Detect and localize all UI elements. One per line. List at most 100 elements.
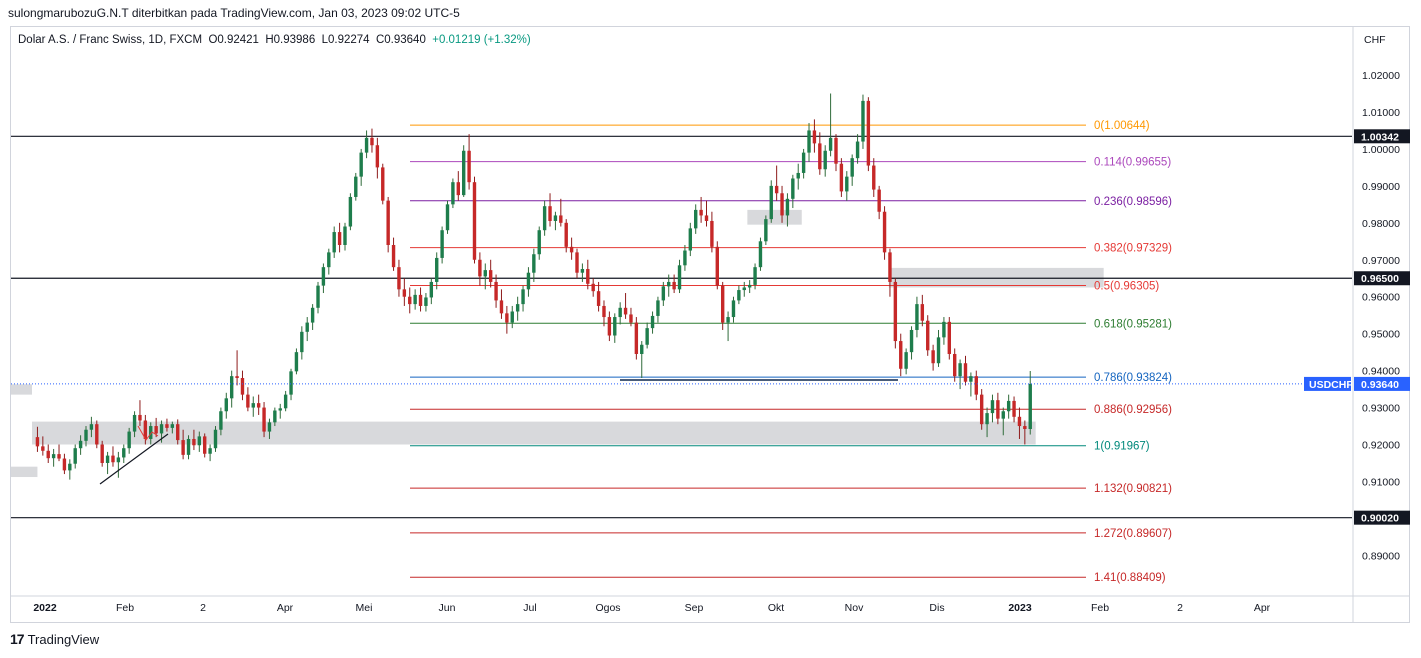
time-tick-label: Feb <box>116 602 134 614</box>
candle-body <box>532 254 536 273</box>
candle-body <box>553 215 558 221</box>
candle-body <box>494 281 498 301</box>
candle-body <box>737 290 741 301</box>
candle-body <box>391 244 396 268</box>
candle-body <box>408 296 412 305</box>
symbol-description: Dolar A.S. / Franc Swiss, 1D, FXCM <box>18 34 203 46</box>
price-level-badge <box>1354 129 1410 144</box>
candle-body <box>731 300 736 318</box>
symbol-badge <box>1304 376 1351 391</box>
candle-body <box>893 281 898 342</box>
time-tick-label: Nov <box>845 602 864 614</box>
candle-body <box>343 226 347 245</box>
candle-body <box>758 241 763 268</box>
candle-body <box>542 206 547 231</box>
candle-body <box>127 431 131 449</box>
candle-body <box>818 143 822 170</box>
candle-body <box>969 376 973 382</box>
fib-level-label: 1.41(0.88409) <box>1094 572 1166 584</box>
candle-body <box>132 414 137 432</box>
candle-body <box>661 286 666 301</box>
footer-brand[interactable]: 17 TradingView <box>10 631 99 647</box>
candle-body <box>402 289 407 297</box>
fib-level-label: 1(0.91967) <box>1094 441 1150 453</box>
candle-body <box>1012 400 1016 417</box>
supply-demand-zone <box>747 209 802 225</box>
candle-body <box>440 230 444 258</box>
candle-body <box>845 176 849 192</box>
candle-body <box>942 321 946 338</box>
candle-body <box>747 284 752 288</box>
candle-body <box>138 414 142 421</box>
candle-body <box>769 185 773 220</box>
candles-group <box>35 93 1032 480</box>
candle-body <box>996 400 1000 419</box>
fib-level-label: 0.5(0.96305) <box>1094 280 1159 292</box>
fib-level-label: 0.114(0.99655) <box>1094 157 1171 169</box>
chart-frame[interactable] <box>10 26 1410 623</box>
candle-body <box>882 211 887 253</box>
candle-body <box>963 363 968 382</box>
price-tick-label: 0.99000 <box>1362 181 1400 193</box>
candle-body <box>73 448 77 464</box>
candle-body <box>872 165 876 190</box>
candle-body <box>78 440 83 449</box>
candle-body <box>936 337 941 364</box>
candle-body <box>850 158 854 177</box>
supply-demand-zone <box>32 421 1036 445</box>
candle-body <box>774 185 779 194</box>
candle-body <box>979 394 984 425</box>
candle-body <box>828 137 833 151</box>
candle-body <box>418 294 423 306</box>
candle-body <box>316 285 320 308</box>
candle-body <box>381 167 385 201</box>
candle-body <box>224 398 228 412</box>
candle-body <box>51 454 56 459</box>
price-level-badge <box>1354 271 1410 286</box>
candle-body <box>483 270 487 277</box>
candle-body <box>321 267 326 286</box>
candle-body <box>499 300 504 314</box>
ohlc-low: L0.92274 <box>321 34 370 46</box>
candle-body <box>526 272 531 290</box>
price-tick-label: 0.92000 <box>1362 440 1400 452</box>
time-tick-label: Dis <box>929 602 944 614</box>
candle-body <box>488 270 493 282</box>
candle-body <box>569 246 574 253</box>
candle-body <box>888 252 892 282</box>
candle-body <box>559 215 563 223</box>
candle-body <box>1023 426 1027 429</box>
pattern-drawing <box>137 425 159 441</box>
candle-body <box>256 403 261 408</box>
candle-body <box>866 100 871 166</box>
candle-body <box>429 281 434 298</box>
candle-body <box>283 394 288 409</box>
candle-body <box>100 444 104 463</box>
candle-body <box>413 294 417 305</box>
candle-body <box>640 344 644 354</box>
candle-body <box>645 328 649 345</box>
candle-body <box>375 145 380 168</box>
candle-body <box>602 305 606 318</box>
currency-label: CHF <box>1364 34 1386 46</box>
candle-body <box>899 341 903 369</box>
time-tick-label: Jun <box>439 602 456 614</box>
fib-level-label: 0.618(0.95281) <box>1094 318 1172 330</box>
candle-body <box>672 281 676 290</box>
candle-body <box>990 400 995 414</box>
time-tick-label: 2 <box>1177 602 1183 614</box>
price-tick-label: 0.89000 <box>1362 550 1400 562</box>
candle-body <box>515 304 520 312</box>
candle-body <box>451 182 455 205</box>
fib-level-label: 1.132(0.90821) <box>1094 483 1172 495</box>
last-price-label: 0.93640 <box>1361 379 1399 391</box>
candle-body <box>435 257 439 282</box>
candle-body <box>89 424 94 430</box>
candle-body <box>359 152 363 177</box>
candle-body <box>68 463 72 471</box>
ohlc-close: C0.93640 <box>375 34 426 46</box>
candle-body <box>726 317 730 323</box>
candle-body <box>456 182 461 196</box>
candle-body <box>634 322 639 354</box>
